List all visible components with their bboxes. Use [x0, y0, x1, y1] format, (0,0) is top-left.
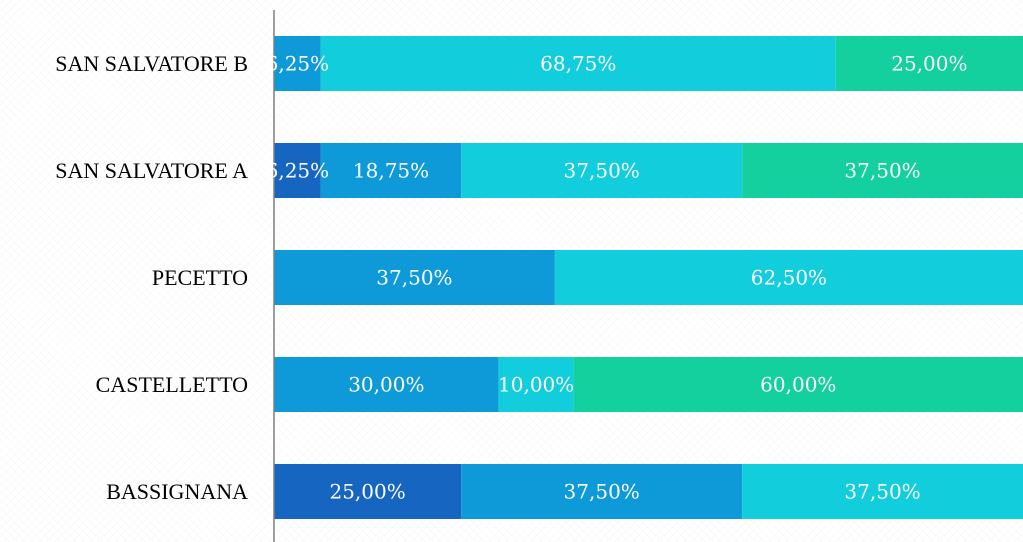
data-label: 10,00% [498, 373, 574, 397]
bar-segment [461, 143, 743, 198]
category-label: SAN SALVATORE B [55, 51, 248, 76]
data-label: 37,50% [564, 480, 640, 504]
category-labels: SAN SALVATORE B SAN SALVATORE A PECETTO CAS… [55, 51, 248, 504]
bar-segment [742, 143, 1023, 198]
bars-layer [274, 36, 1023, 519]
bar-segment [320, 36, 836, 91]
bar-segment [274, 250, 555, 305]
data-label: 37,50% [844, 159, 920, 183]
bar-segment [573, 357, 1023, 412]
data-label: 25,00% [891, 52, 967, 76]
data-label: 6,25% [266, 159, 330, 183]
category-label: CASTELLETTO [96, 372, 248, 397]
bar-segment [320, 143, 462, 198]
data-label: 60,00% [760, 373, 836, 397]
data-label: 6,25% [266, 52, 330, 76]
bar-segment [274, 143, 321, 198]
bar-segment [274, 36, 321, 91]
bar-segment [554, 250, 1023, 305]
data-label: 25,00% [329, 480, 405, 504]
category-label: SAN SALVATORE A [55, 158, 248, 183]
category-label: BASSIGNANA [106, 479, 248, 504]
bar-segment [835, 36, 1023, 91]
data-label: 62,50% [751, 266, 827, 290]
bar-segment [742, 464, 1023, 519]
value-labels: 6,25% 68,75% 25,00% 6,25% 18,75% 37,50% 37,50%… [266, 52, 968, 504]
bar-segment [274, 464, 462, 519]
data-label: 37,50% [376, 266, 452, 290]
category-label: PECETTO [152, 265, 248, 290]
data-label: 37,50% [844, 480, 920, 504]
bar-segment [461, 464, 743, 519]
data-label: 18,75% [353, 159, 429, 183]
bar-segment [274, 357, 499, 412]
data-label: 68,75% [540, 52, 616, 76]
data-label: 37,50% [564, 159, 640, 183]
bar-segment [498, 357, 574, 412]
data-label: 30,00% [348, 373, 424, 397]
